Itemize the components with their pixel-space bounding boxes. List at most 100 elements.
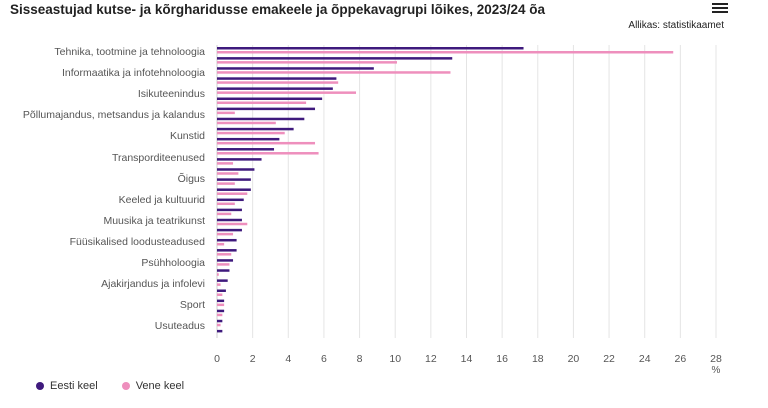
bar-vene-keel[interactable]	[217, 121, 276, 125]
x-tick-label: 12	[425, 353, 437, 365]
x-tick-label: 28	[710, 353, 722, 365]
category-label: Füüsikalised loodusteadused	[70, 236, 206, 248]
x-tick-label: 0	[214, 353, 220, 365]
bar-eesti-keel[interactable]	[217, 309, 225, 313]
bar-vene-keel[interactable]	[217, 152, 319, 155]
legend-label-vene: Vene keel	[135, 380, 185, 392]
source-note: Allikas: statistikaamet	[628, 20, 724, 31]
category-label: Põllumajandus, metsandus ja kalandus	[23, 109, 205, 121]
x-tick-label: 26	[675, 353, 687, 365]
category-label: Isikuteenindus	[138, 88, 205, 100]
bar-eesti-keel[interactable]	[217, 127, 294, 131]
bar-vene-keel[interactable]	[217, 313, 223, 317]
bar-eesti-keel[interactable]	[217, 319, 223, 323]
bar-vene-keel[interactable]	[217, 323, 221, 327]
x-tick-label: 22	[603, 353, 615, 365]
category-label: Kunstid	[170, 130, 205, 142]
bar-eesti-keel[interactable]	[217, 178, 251, 181]
hamburger-menu-icon[interactable]	[712, 1, 728, 15]
bar-vene-keel[interactable]	[217, 242, 225, 246]
legend-item-vene[interactable]: Vene keel	[121, 380, 185, 392]
bar-vene-keel[interactable]	[217, 273, 219, 276]
category-labels: Tehnika, tootmine ja tehnoloogia Informaa…	[23, 46, 205, 332]
x-tick-label: 8	[357, 353, 363, 365]
legend: Eesti keel Vene keel	[36, 380, 184, 392]
category-label: Psühholoogia	[141, 257, 205, 269]
bar-vene-keel[interactable]	[217, 202, 235, 206]
category-label: Muusika ja teatrikunst	[103, 215, 205, 227]
bar-vene-keel[interactable]	[217, 172, 239, 175]
category-label: Ajakirjandus ja infolevi	[101, 278, 205, 290]
bar-vene-keel[interactable]	[217, 111, 235, 115]
category-label: Transporditeenused	[112, 152, 205, 164]
bar-vene-keel[interactable]	[217, 71, 451, 74]
bar-vene-keel[interactable]	[217, 222, 248, 226]
bar-eesti-keel[interactable]	[217, 47, 524, 50]
bar-eesti-keel[interactable]	[217, 168, 255, 171]
legend-marker-vene	[121, 382, 130, 390]
category-label: Tehnika, tootmine ja tehnoloogia	[54, 46, 205, 58]
bar-eesti-keel[interactable]	[217, 259, 234, 262]
x-tick-label: 4	[285, 353, 291, 365]
bar-eesti-keel[interactable]	[217, 208, 242, 212]
bar-eesti-keel[interactable]	[217, 228, 242, 232]
category-label: Usuteadus	[155, 320, 205, 332]
category-label: Keeled ja kultuurid	[119, 194, 206, 206]
category-label: Õigus	[178, 172, 205, 185]
bar-eesti-keel[interactable]	[217, 289, 226, 292]
bars	[217, 47, 674, 333]
bar-eesti-keel[interactable]	[217, 188, 251, 191]
bar-eesti-keel[interactable]	[217, 107, 316, 111]
bar-vene-keel[interactable]	[217, 182, 235, 185]
bar-eesti-keel[interactable]	[217, 238, 237, 242]
bar-vene-keel[interactable]	[217, 141, 316, 145]
category-label: Sport	[180, 299, 205, 311]
x-tick-label: 2	[250, 353, 256, 365]
legend-item-eesti[interactable]: Eesti keel	[36, 380, 98, 392]
bar-vene-keel[interactable]	[217, 293, 223, 296]
bar-vene-keel[interactable]	[217, 91, 357, 94]
bar-vene-keel[interactable]	[217, 212, 232, 216]
x-tick-label: 10	[389, 353, 401, 365]
bar-vene-keel[interactable]	[217, 101, 307, 105]
bar-vene-keel[interactable]	[217, 51, 674, 54]
bar-vene-keel[interactable]	[217, 283, 221, 286]
x-tick-label: 14	[461, 353, 473, 365]
bar-eesti-keel[interactable]	[217, 299, 225, 303]
bar-eesti-keel[interactable]	[217, 87, 333, 90]
category-label: Informaatika ja infotehnoloogia	[62, 67, 205, 79]
legend-marker-eesti	[36, 382, 44, 390]
bar-eesti-keel[interactable]	[217, 148, 275, 151]
bar-eesti-keel[interactable]	[217, 218, 242, 222]
bar-eesti-keel[interactable]	[217, 67, 374, 70]
x-tick-label: 24	[639, 353, 651, 365]
bar-eesti-keel[interactable]	[217, 158, 262, 161]
bar-vene-keel[interactable]	[217, 303, 225, 307]
legend-label-eesti: Eesti keel	[50, 380, 98, 392]
bar-vene-keel[interactable]	[217, 81, 339, 84]
bar-vene-keel[interactable]	[217, 131, 285, 135]
bar-eesti-keel[interactable]	[217, 117, 305, 121]
bar-eesti-keel[interactable]	[217, 137, 280, 141]
bar-vene-keel[interactable]	[217, 192, 248, 195]
x-tick-label: 18	[532, 353, 544, 365]
bar-eesti-keel[interactable]	[217, 198, 244, 202]
x-axis-label: %	[712, 365, 721, 376]
bar-eesti-keel[interactable]	[217, 77, 337, 80]
bar-eesti-keel[interactable]	[217, 57, 453, 60]
bar-vene-keel[interactable]	[217, 253, 232, 256]
x-tick-label: 20	[568, 353, 580, 365]
bar-vene-keel[interactable]	[217, 263, 230, 266]
bar-vene-keel[interactable]	[217, 162, 234, 165]
chart-title: Sisseastujad kutse- ja kõrgharidusse ema…	[10, 2, 546, 17]
bar-vene-keel[interactable]	[217, 61, 397, 64]
bar-eesti-keel[interactable]	[217, 269, 230, 272]
bar-eesti-keel[interactable]	[217, 249, 237, 252]
bar-vene-keel[interactable]	[217, 232, 234, 236]
x-tick-labels: 0 2 4 6 8 10 12 14 16 18 20 22 24 26 28	[214, 353, 722, 365]
bar-eesti-keel[interactable]	[217, 279, 228, 282]
bar-eesti-keel[interactable]	[217, 97, 323, 101]
x-tick-label: 6	[321, 353, 327, 365]
bar-eesti-keel[interactable]	[217, 329, 223, 333]
